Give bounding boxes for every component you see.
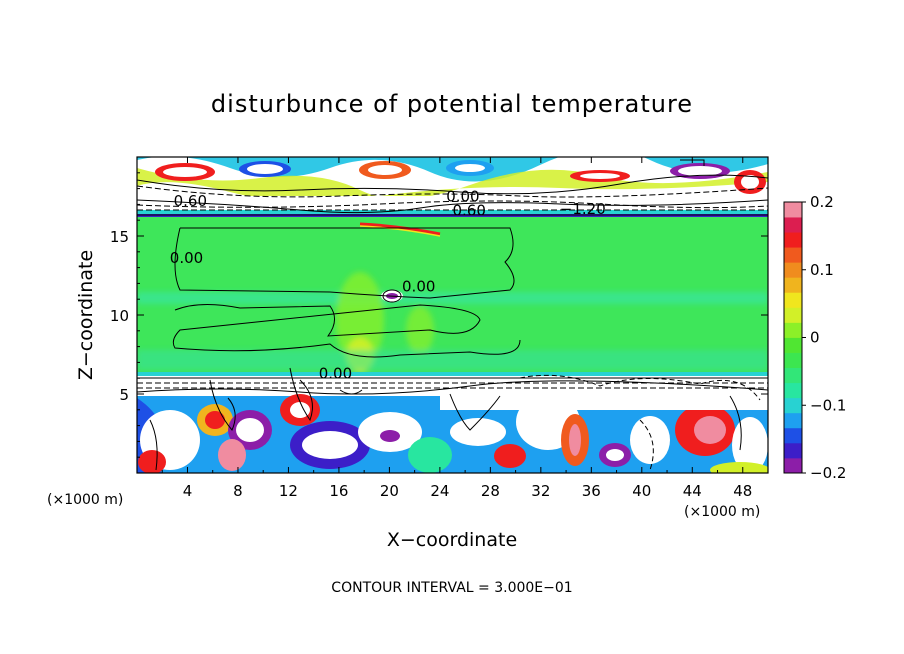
colorbar-ticks: 0.2 0.1 0 −0.1 −0.2: [802, 193, 846, 482]
colorbar-swatch: [784, 442, 802, 459]
contour-label: 0.60: [453, 202, 486, 220]
y-tick-label: 15: [110, 228, 129, 246]
x-tick-label: 36: [582, 482, 601, 500]
x-tick-label: 28: [481, 482, 500, 500]
x-tick-label: 12: [279, 482, 298, 500]
colorbar-swatch: [784, 427, 802, 444]
colorbar-swatch: [784, 337, 802, 353]
mid-layer: [137, 272, 768, 373]
colorbar-swatch: [784, 292, 802, 308]
contour-label-group: 0.60 0.00 0.60 −1.20 0.00 0.00 0.00: [170, 188, 606, 383]
contour-interval-note: CONTOUR INTERVAL = 3.000E−01: [331, 580, 572, 596]
colorbar-swatch: [784, 232, 802, 248]
contour-label: −1.20: [560, 200, 606, 218]
y-tick-label: 5: [119, 386, 129, 404]
y-axis-label: Z−coordinate: [75, 250, 97, 380]
x-tick-label: 24: [430, 482, 449, 500]
colorbar-swatch: [784, 202, 802, 218]
colorbar-swatch: [784, 352, 802, 369]
y-axis-ticks: 5 10 15: [110, 172, 768, 458]
colorbar-swatch: [784, 277, 802, 293]
contour-label: 0.60: [174, 192, 207, 210]
x-tick-label: 20: [380, 482, 399, 500]
x-axis-label: X−coordinate: [387, 529, 517, 551]
colorbar-swatch: [784, 322, 802, 338]
x-tick-label: 44: [683, 482, 702, 500]
colorbar-tick-label: −0.1: [810, 396, 846, 414]
contour-label: 0.00: [170, 249, 203, 267]
x-tick-label: 48: [733, 482, 752, 500]
colorbar-tick-label: −0.2: [810, 464, 846, 482]
contour-label: 0.00: [319, 364, 352, 382]
contour-label: 0.00: [446, 188, 479, 206]
colorbar-tick-label: 0.1: [810, 261, 834, 279]
lower-layer: [137, 372, 768, 473]
contour-lines: [137, 159, 768, 471]
colorbar-swatch: [784, 217, 802, 233]
colorbar: [783, 201, 803, 474]
x-tick-label: 8: [233, 482, 243, 500]
x-tick-label: 4: [183, 482, 193, 500]
contour-label: 0.00: [402, 278, 435, 296]
colorbar-swatch: [784, 307, 802, 323]
x-tick-label: 40: [632, 482, 651, 500]
colorbar-swatch: [784, 382, 802, 399]
colorbar-swatch: [784, 247, 802, 263]
colorbar-swatch: [784, 262, 802, 278]
colorbar-tick-label: 0.2: [810, 193, 834, 211]
x-tick-label: 32: [531, 482, 550, 500]
y-tick-label: 10: [110, 307, 129, 325]
colorbar-swatch: [784, 412, 802, 429]
x-unit-label: (×1000 m): [684, 504, 760, 520]
z-unit-label: (×1000 m): [47, 492, 123, 508]
colorbar-swatch: [784, 397, 802, 414]
x-axis-ticks: 4 8 12 16 20 24 28 32 36 40 44 48: [161, 157, 769, 500]
chart-title: disturbunce of potential temperature: [211, 90, 693, 118]
plot-area: 0.60 0.00 0.60 −1.20 0.00 0.00 0.00: [137, 157, 768, 473]
colorbar-tick-label: 0: [810, 329, 820, 347]
x-tick-label: 16: [329, 482, 348, 500]
colorbar-swatch: [784, 457, 802, 474]
colorbar-swatch: [784, 367, 802, 384]
